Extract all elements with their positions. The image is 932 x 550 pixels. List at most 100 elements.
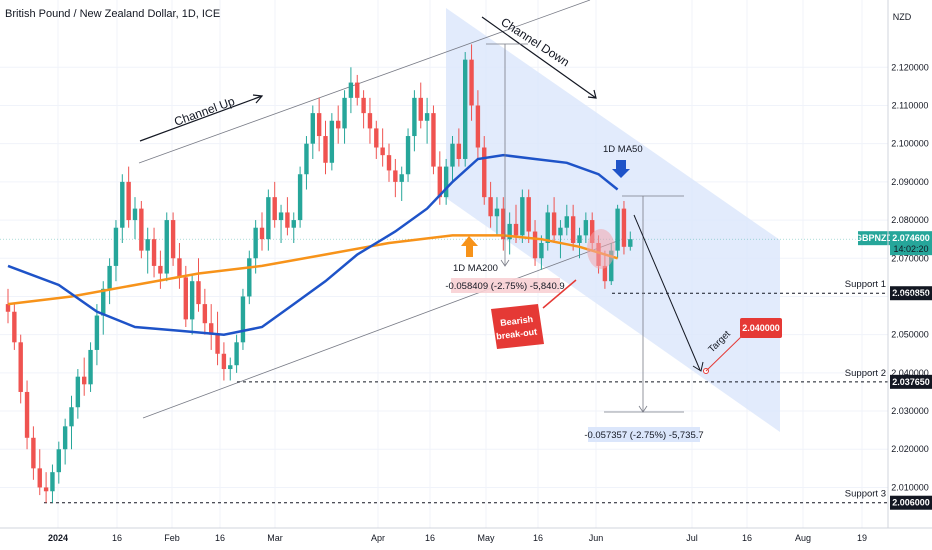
candle-down <box>215 334 220 354</box>
candle-down <box>177 258 182 278</box>
chart-title: British Pound / New Zealand Dollar, 1D, … <box>5 8 220 20</box>
x-tick-label: Mar <box>267 533 283 543</box>
candle-down <box>31 437 36 469</box>
candle-up <box>107 265 112 289</box>
candle-up <box>450 143 455 167</box>
x-tick-label: Jul <box>686 533 698 543</box>
breakout-highlight <box>587 229 615 269</box>
y-tick-label: 2.070000 <box>891 253 929 263</box>
candle-down <box>532 231 538 259</box>
candle-down <box>355 82 360 98</box>
ma200-line <box>7 234 618 306</box>
candle-up <box>412 97 417 137</box>
candle-down <box>126 181 131 221</box>
candle-down <box>158 265 163 274</box>
price-label: 2.074600 <box>892 233 930 243</box>
x-tick-label: 2024 <box>48 533 68 543</box>
x-tick-label: Apr <box>371 533 385 543</box>
candle-up <box>75 376 81 408</box>
x-tick-label: 16 <box>425 533 435 543</box>
candle-down <box>621 208 627 247</box>
candle-down <box>272 197 277 221</box>
candle-up <box>539 242 544 259</box>
candle-up <box>228 365 233 370</box>
candle-down <box>551 212 557 236</box>
candle-up <box>329 120 335 163</box>
support-price-label: 2.060850 <box>892 288 930 298</box>
candle-up <box>247 258 252 297</box>
candle-up <box>253 227 258 259</box>
candle-down <box>336 120 341 129</box>
candle-up <box>240 296 246 343</box>
candle-down <box>431 113 436 167</box>
channel-up-arrow <box>139 95 263 142</box>
candle-down <box>285 212 290 228</box>
channel-down-arrowhead <box>587 89 597 99</box>
candle-down <box>82 376 87 385</box>
x-tick-label: Feb <box>164 533 180 543</box>
candle-up <box>234 342 239 366</box>
bearish-label-1: Bearish <box>500 314 534 328</box>
candle-down <box>259 227 265 240</box>
currency-label: NZD <box>893 12 912 22</box>
candle-down <box>361 97 366 114</box>
support-label: Support 1 <box>845 279 886 290</box>
y-tick-label: 2.010000 <box>891 482 929 492</box>
support-label: Support 2 <box>845 368 886 379</box>
target-value-label: 2.040000 <box>742 323 780 333</box>
measure-bottom-box <box>588 427 700 442</box>
candle-down <box>488 197 493 217</box>
candle-up <box>101 288 106 316</box>
candle-down <box>475 105 481 148</box>
x-tick-label: Aug <box>795 533 811 543</box>
candle-up <box>88 349 93 385</box>
x-tick-label: 16 <box>215 533 225 543</box>
measure-bottom-arrowhead <box>638 405 648 413</box>
candle-down <box>5 304 11 312</box>
y-tick-label: 2.080000 <box>891 215 929 225</box>
candle-up <box>278 212 284 221</box>
x-tick-label: 19 <box>857 533 867 543</box>
measure-top-arrowhead <box>500 259 510 267</box>
y-tick-label: 2.090000 <box>891 177 929 187</box>
candle-down <box>202 304 208 324</box>
y-tick-label: 2.120000 <box>891 62 929 72</box>
candle-up <box>520 197 525 236</box>
ma50-line <box>7 153 619 336</box>
bearish-badge <box>491 304 544 349</box>
candle-up <box>266 197 271 240</box>
candle-down <box>316 113 322 137</box>
ma50-label: 1D MA50 <box>603 144 643 155</box>
candle-down <box>43 487 49 492</box>
target-line <box>705 335 743 372</box>
candle-down <box>24 391 30 438</box>
candle-up <box>113 227 119 266</box>
candle-up <box>189 281 195 320</box>
support-price-label: 2.037650 <box>892 377 930 387</box>
candle-down <box>469 59 474 106</box>
support-price-label: 2.006000 <box>892 498 930 508</box>
measure-bottom-label: -0.057357 (-2.75%) -5,735.7 <box>584 430 703 441</box>
candle-up <box>463 59 468 159</box>
candle-up <box>424 113 430 121</box>
target-value-box <box>740 318 782 338</box>
candle-up <box>164 220 169 274</box>
candle-down <box>482 147 487 198</box>
channel-down-band <box>446 8 780 432</box>
symbol-badge <box>858 231 890 246</box>
x-tick-label: May <box>477 533 495 543</box>
candle-up <box>342 97 347 129</box>
candle-down <box>183 277 188 320</box>
x-tick-label: 16 <box>112 533 122 543</box>
y-tick-label: 2.050000 <box>891 330 929 340</box>
candle-down <box>501 208 506 240</box>
candle-down <box>380 147 385 156</box>
candle-up <box>348 82 354 98</box>
candle-down <box>18 342 23 392</box>
candle-up <box>545 212 550 243</box>
candle-down <box>37 468 42 488</box>
candle-up <box>50 472 55 492</box>
candle-up <box>62 426 68 450</box>
candle-down <box>418 97 423 121</box>
